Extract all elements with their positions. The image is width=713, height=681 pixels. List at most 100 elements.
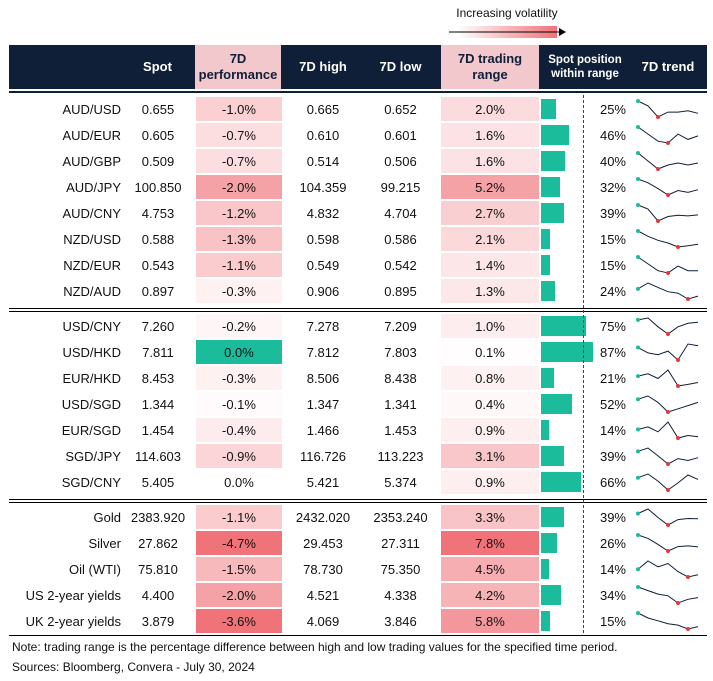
row-label: EUR/SGD [61, 422, 121, 438]
high-value: 4.521 [306, 587, 340, 603]
performance-cell: -0.3% [196, 366, 282, 390]
trend-sparkline [636, 125, 699, 145]
trend-low-marker [686, 297, 690, 301]
performance-cell: -4.7% [196, 531, 282, 555]
row-label: AUD/USD [62, 101, 121, 117]
row-label: UK 2-year yields [25, 613, 121, 629]
row-label: Gold [93, 509, 121, 525]
trend-sparkline [636, 473, 699, 492]
trend-sparkline [636, 533, 699, 553]
trend-line [637, 317, 699, 335]
high-value: 0.665 [306, 101, 340, 117]
row-label: AUD/JPY [66, 179, 121, 195]
trend-low-marker [656, 115, 660, 119]
low-value: 0.506 [384, 153, 417, 169]
high-value: 2432.020 [295, 509, 351, 525]
trend-line [637, 230, 699, 248]
row-label: AUD/GBP [62, 153, 121, 169]
header-7d-performance: 7D performance [198, 51, 278, 82]
low-value: 7.209 [384, 318, 417, 334]
trend-sparkline [636, 585, 699, 605]
high-value: 0.598 [306, 231, 340, 247]
position-value: 52% [599, 396, 626, 412]
trend-sparkline [636, 508, 699, 527]
trend-sparkline [636, 151, 699, 171]
trend-line [637, 508, 699, 526]
high-value: 0.610 [306, 127, 340, 143]
high-value: 0.514 [306, 153, 340, 169]
position-bar [541, 281, 555, 301]
position-value: 32% [599, 179, 626, 195]
trend-sparkline [636, 447, 699, 466]
spot-value: 3.879 [141, 613, 175, 629]
high-value: 4.069 [306, 613, 340, 629]
spot-value: 0.655 [141, 101, 175, 117]
trend-high-marker [636, 203, 640, 207]
position-bar [541, 368, 554, 388]
trend-high-marker [636, 345, 640, 350]
range-cell: 1.6% [441, 123, 539, 147]
low-value: 2353.240 [373, 509, 428, 525]
performance-cell: -2.0% [196, 175, 282, 199]
position-value: 39% [599, 205, 626, 221]
row-label: Oil (WTI) [69, 561, 121, 577]
trend-low-marker [666, 271, 670, 275]
legend-arrow-icon [449, 28, 566, 36]
position-value: 15% [599, 231, 626, 247]
trend-low-marker [666, 488, 670, 492]
row-label: USD/HKD [62, 344, 121, 360]
position-bar [541, 472, 581, 492]
performance-cell: -0.2% [196, 314, 282, 338]
range-cell: 4.2% [441, 583, 539, 607]
row-label: USD/SGD [61, 396, 121, 412]
position-bar [541, 611, 550, 631]
performance-cell: -0.4% [196, 418, 282, 442]
high-value: 116.726 [299, 448, 347, 464]
row-label: Silver [88, 535, 121, 551]
high-value: 1.347 [306, 396, 340, 412]
trend-low-marker [686, 627, 690, 631]
position-bar [541, 507, 564, 527]
position-value: 40% [599, 153, 626, 169]
position-value: 14% [599, 422, 626, 438]
trend-high-marker [636, 151, 640, 155]
performance-cell: -0.3% [196, 279, 282, 303]
volatility-legend-label: Increasing volatility [456, 6, 558, 20]
high-value: 1.466 [306, 422, 340, 438]
trend-line [637, 369, 699, 387]
position-bar [541, 585, 561, 605]
high-value: 5.421 [306, 474, 340, 490]
position-bar [541, 99, 556, 119]
high-value: 78.730 [303, 561, 343, 577]
trend-sparkline [636, 255, 698, 275]
position-bar [541, 394, 572, 414]
trend-high-marker [636, 427, 640, 432]
trend-low-marker [676, 436, 680, 440]
row-label: US 2-year yields [25, 587, 121, 603]
spot-value: 1.344 [141, 396, 175, 412]
trend-high-marker [636, 125, 640, 129]
trend-low-marker [666, 462, 670, 466]
header-7d-high: 7D high [299, 59, 347, 74]
trend-high-marker [636, 585, 640, 589]
spot-value: 7.811 [142, 344, 174, 360]
trend-low-marker [676, 358, 680, 362]
position-bar [541, 533, 557, 553]
performance-cell: -1.1% [196, 505, 282, 529]
header-perf-shade: 7D performance [195, 45, 281, 89]
position-bar [541, 342, 593, 362]
position-bar [541, 125, 569, 145]
range-cell: 1.6% [441, 149, 539, 173]
range-cell: 7.8% [441, 531, 539, 555]
trend-low-marker [666, 523, 670, 527]
low-value: 0.652 [384, 101, 417, 117]
spot-value: 0.543 [141, 257, 175, 273]
range-cell: 2.1% [441, 227, 539, 251]
trend-line [637, 152, 699, 170]
performance-cell: -2.0% [196, 583, 282, 607]
spot-value: 4.753 [141, 205, 175, 221]
sources: Sources: Bloomberg, Convera - July 30, 2… [12, 660, 255, 674]
position-value: 87% [599, 344, 626, 360]
high-value: 29.453 [303, 535, 343, 551]
position-bar [541, 229, 550, 249]
